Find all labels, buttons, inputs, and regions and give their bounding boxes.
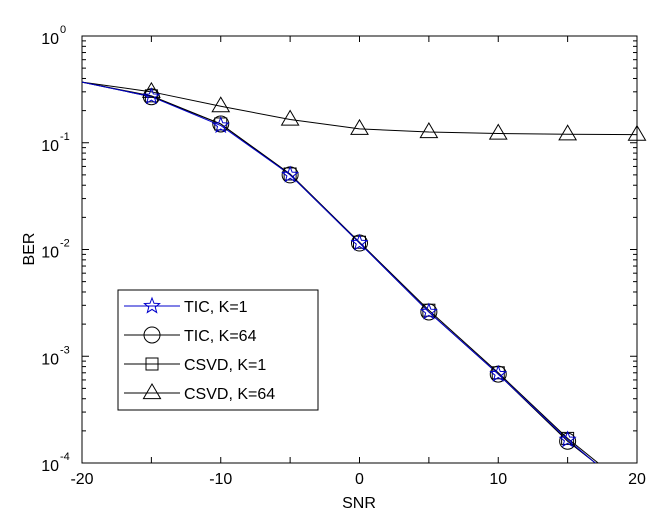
legend-item: TIC, K=64 bbox=[124, 326, 257, 345]
series-1-point bbox=[281, 165, 300, 183]
x-tick-label: -20 bbox=[70, 471, 93, 488]
series-1-point bbox=[489, 364, 508, 382]
series-4-point bbox=[488, 123, 508, 140]
y-tick-exponent: -1 bbox=[60, 131, 70, 143]
legend-item: CSVD, K=64 bbox=[124, 383, 275, 403]
series-4-point bbox=[558, 124, 578, 141]
y-tick-exponent: -3 bbox=[60, 344, 70, 356]
series-2-point bbox=[559, 432, 577, 450]
legend-marker bbox=[142, 383, 162, 400]
legend: TIC, K=1 TIC, K=64 CSVD, K=1 CSVD, K=64 bbox=[117, 289, 319, 411]
series-1-point bbox=[419, 302, 438, 320]
y-tick-label: 10-3 bbox=[41, 344, 70, 368]
y-tick-base: 10 bbox=[41, 458, 59, 475]
y-tick-label: 100 bbox=[41, 24, 66, 48]
series-4-point bbox=[211, 96, 231, 113]
y-tick-exponent: -4 bbox=[60, 451, 70, 463]
x-tick-label: 10 bbox=[489, 471, 507, 488]
x-tick-label: -10 bbox=[209, 471, 232, 488]
legend-marker bbox=[143, 296, 161, 314]
x-tick-label: 0 bbox=[355, 471, 364, 488]
legend-item: TIC, K=1 bbox=[124, 296, 248, 316]
series-1-point bbox=[558, 430, 577, 448]
legend-marker bbox=[145, 357, 159, 371]
y-tick-base: 10 bbox=[41, 31, 59, 48]
series-line-4 bbox=[82, 81, 637, 136]
y-tick-exponent: -2 bbox=[60, 238, 70, 250]
y-tick-label: 10-1 bbox=[41, 131, 70, 155]
series-line-3 bbox=[82, 81, 599, 463]
legend-label: TIC, K=64 bbox=[184, 328, 257, 345]
series-1-point bbox=[142, 87, 161, 105]
series-4-point bbox=[419, 122, 439, 139]
series-1-point bbox=[211, 116, 230, 134]
legend-label: TIC, K=1 bbox=[184, 299, 248, 316]
y-tick-base: 10 bbox=[41, 351, 59, 368]
legend-label: CSVD, K=64 bbox=[184, 386, 275, 403]
y-axis-title: BER bbox=[21, 233, 38, 266]
x-axis-title: SNR bbox=[342, 495, 376, 512]
legend-item: CSVD, K=1 bbox=[124, 357, 266, 374]
x-tick-label: 20 bbox=[628, 471, 646, 488]
series-4-point bbox=[350, 118, 369, 135]
y-tick-base: 10 bbox=[41, 245, 59, 262]
series-2-point bbox=[212, 115, 230, 133]
y-tick-base: 10 bbox=[41, 138, 59, 155]
series-line-1 bbox=[82, 81, 596, 463]
y-tick-exponent: 0 bbox=[60, 24, 66, 36]
legend-marker bbox=[143, 326, 161, 344]
y-tick-label: 10-4 bbox=[41, 451, 70, 475]
series-1-point bbox=[350, 233, 369, 251]
series-4-point bbox=[280, 109, 300, 126]
y-tick-label: 10-2 bbox=[41, 238, 70, 262]
legend-label: CSVD, K=1 bbox=[184, 357, 266, 374]
series-4-point bbox=[627, 124, 647, 141]
